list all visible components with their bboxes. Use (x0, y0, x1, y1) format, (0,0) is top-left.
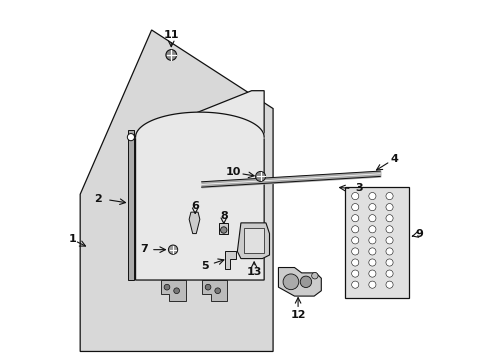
Circle shape (205, 284, 210, 290)
Polygon shape (344, 187, 408, 298)
Circle shape (283, 274, 298, 290)
Circle shape (351, 226, 358, 233)
Circle shape (168, 245, 177, 254)
Text: 2: 2 (94, 194, 102, 203)
Text: 11: 11 (163, 30, 179, 40)
Circle shape (173, 288, 179, 294)
Circle shape (385, 226, 392, 233)
Text: 8: 8 (220, 211, 227, 221)
Text: 6: 6 (191, 201, 199, 211)
Circle shape (385, 215, 392, 222)
Circle shape (127, 134, 134, 141)
Circle shape (214, 288, 220, 294)
Polygon shape (201, 280, 226, 301)
Circle shape (368, 248, 375, 255)
Text: 4: 4 (390, 154, 398, 164)
Circle shape (385, 281, 392, 288)
Circle shape (368, 203, 375, 211)
Circle shape (165, 50, 176, 60)
Circle shape (300, 276, 311, 288)
Polygon shape (160, 280, 185, 301)
Polygon shape (219, 223, 228, 234)
Circle shape (368, 281, 375, 288)
Text: 9: 9 (414, 229, 422, 239)
Circle shape (385, 193, 392, 200)
Circle shape (368, 259, 375, 266)
Circle shape (368, 270, 375, 277)
Circle shape (385, 248, 392, 255)
Circle shape (220, 227, 226, 233)
Polygon shape (244, 228, 264, 253)
Circle shape (368, 215, 375, 222)
Polygon shape (128, 130, 134, 280)
Polygon shape (237, 223, 269, 258)
Circle shape (385, 237, 392, 244)
Polygon shape (224, 251, 235, 269)
Circle shape (311, 273, 317, 279)
Circle shape (351, 237, 358, 244)
Circle shape (351, 203, 358, 211)
Text: 1: 1 (68, 234, 76, 244)
Circle shape (164, 284, 169, 290)
Circle shape (351, 259, 358, 266)
Polygon shape (278, 267, 321, 296)
Circle shape (351, 248, 358, 255)
Circle shape (351, 281, 358, 288)
Text: 12: 12 (290, 310, 305, 320)
Text: 7: 7 (140, 244, 147, 254)
Polygon shape (80, 30, 272, 351)
Polygon shape (189, 212, 200, 234)
Circle shape (385, 259, 392, 266)
Text: 5: 5 (201, 261, 208, 271)
Circle shape (385, 203, 392, 211)
Circle shape (351, 270, 358, 277)
Circle shape (351, 215, 358, 222)
Circle shape (385, 270, 392, 277)
Text: 13: 13 (246, 267, 261, 277)
Circle shape (368, 193, 375, 200)
Polygon shape (135, 91, 264, 280)
Circle shape (351, 193, 358, 200)
Circle shape (368, 226, 375, 233)
Circle shape (255, 171, 265, 181)
Text: 10: 10 (225, 167, 240, 177)
Text: 3: 3 (354, 183, 362, 193)
Circle shape (368, 237, 375, 244)
